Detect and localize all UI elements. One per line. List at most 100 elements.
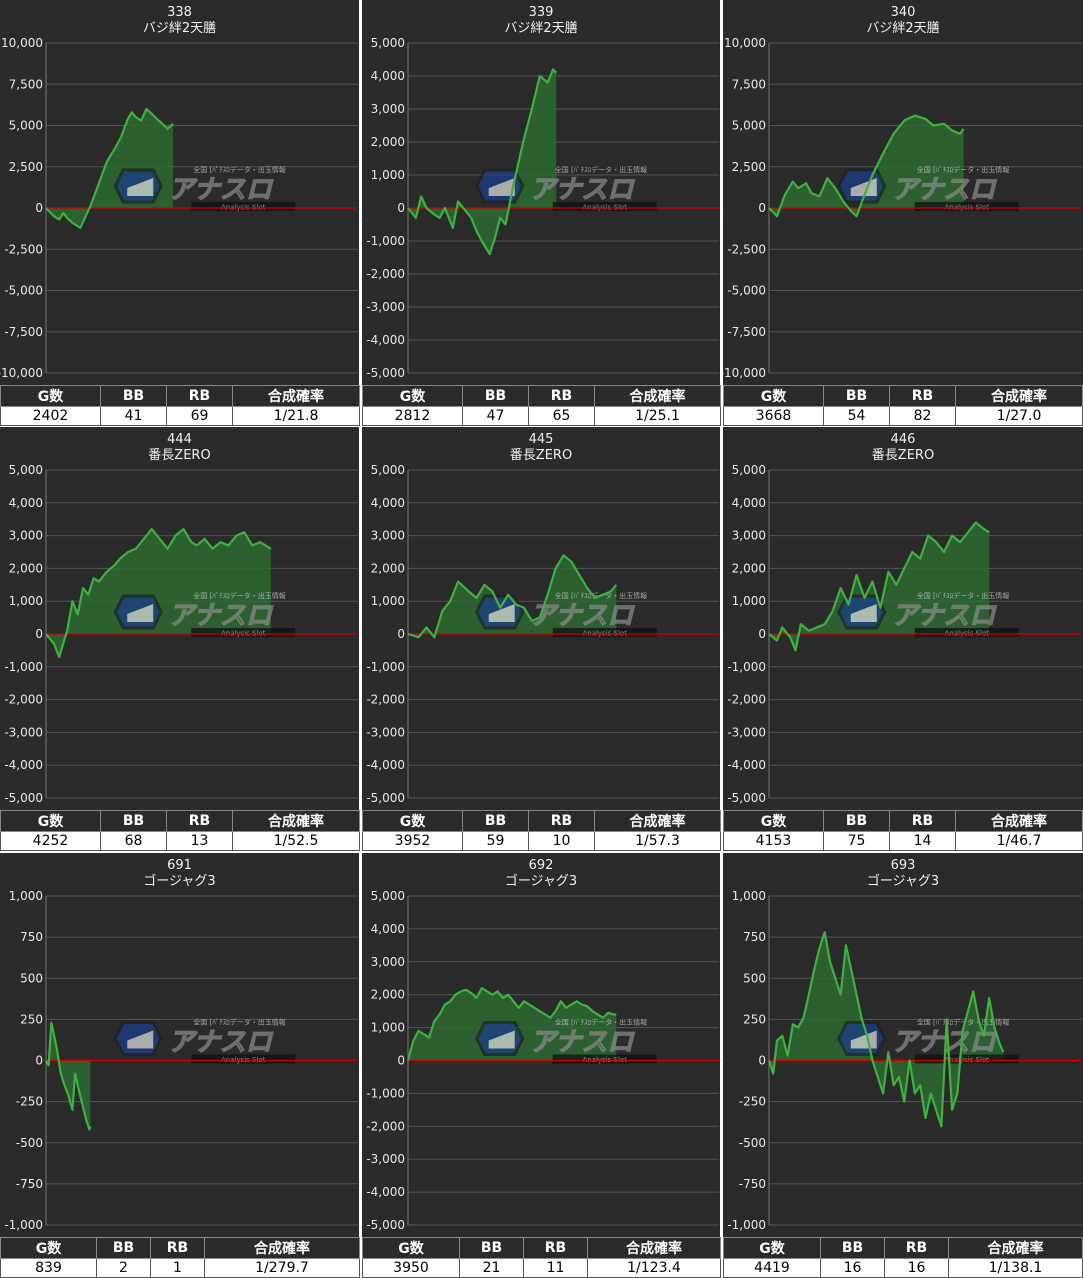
y-tick-label: -5,000 <box>727 284 766 298</box>
stats-value-row: 4153 75 14 1/46.7 <box>723 831 1083 851</box>
rb-header: RB <box>523 1237 588 1259</box>
rb-value: 69 <box>166 406 233 426</box>
watermark-small-text: 全国 [ﾊﾟﾁｽﾛデータ・出玉情報 <box>193 591 285 600</box>
stats-value-row: 4252 68 13 1/52.5 <box>0 831 360 851</box>
logo-mark <box>127 1030 154 1049</box>
line-chart: 5,000 4,000 3,000 2,000 1,000 0 -1,000 -2,000 -3… <box>727 463 1082 805</box>
chart-panel-338: 338 バジ絆2天膳 10,000 7,500 5,000 2,500 0 -2,500 -… <box>0 0 359 385</box>
area-fill <box>769 115 964 217</box>
machine-title: ゴージャグ3 <box>504 874 578 889</box>
rate-value: 1/123.4 <box>587 1258 721 1278</box>
rate-header: 合成確率 <box>204 1237 360 1259</box>
machine-title: 番長ZERO <box>148 448 211 463</box>
y-tick-label: 750 <box>20 930 43 944</box>
machine-number: 339 <box>528 5 554 20</box>
y-tick-label: 1,000 <box>9 889 43 903</box>
y-tick-label: 250 <box>743 1012 766 1026</box>
rb-header: RB <box>166 385 233 407</box>
y-tick-label: 2,000 <box>371 135 405 149</box>
machine-number: 445 <box>528 432 554 447</box>
machine-number: 446 <box>890 432 916 447</box>
chart-panel-693: 693 ゴージャグ3 1,000 750 500 250 0 -250 -500 -750 -1… <box>723 853 1083 1237</box>
y-tick-label: -750 <box>16 1177 43 1191</box>
y-tick-label: -7,500 <box>727 325 766 339</box>
watermark-bar <box>191 202 296 211</box>
stats-table-340: G数 BB RB 合成確率 3668 54 82 1/27.0 <box>723 385 1083 426</box>
y-tick-label: 3,000 <box>371 955 405 969</box>
watermark-small-text: 全国 [ﾊﾟﾁｽﾛデータ・出玉情報 <box>193 1018 285 1027</box>
watermark-bar <box>552 1054 657 1064</box>
y-tick-label: 5,000 <box>9 119 43 133</box>
y-tick-label: 0 <box>758 627 766 641</box>
y-tick-label: 3,000 <box>371 102 405 116</box>
bb-header: BB <box>462 385 529 407</box>
watermark-logo-text: アナスロ <box>892 175 997 205</box>
stats-header-row: G数 BB RB 合成確率 <box>723 1237 1083 1259</box>
watermark-small-text: 全国 [ﾊﾟﾁｽﾛデータ・出玉情報 <box>917 1018 1009 1027</box>
area-fill <box>46 529 271 657</box>
y-tick-label: -5,000 <box>366 791 405 805</box>
y-tick-label: 4,000 <box>732 496 766 510</box>
y-tick-label: 1,000 <box>371 1021 405 1035</box>
rb-value: 14 <box>889 831 956 851</box>
y-tick-label: -2,000 <box>727 693 766 707</box>
machine-number: 691 <box>167 858 192 873</box>
stats-value-row: 839 2 1 1/279.7 <box>0 1258 360 1278</box>
y-tick-label: 2,500 <box>9 160 43 174</box>
rb-value: 82 <box>889 406 956 426</box>
logo-mark <box>488 178 515 196</box>
y-tick-label: -2,000 <box>366 693 405 707</box>
chart-panel-339: 339 バジ絆2天膳 5,000 4,000 3,000 2,000 1,000 0 -1,… <box>362 0 720 385</box>
y-tick-label: 4,000 <box>371 69 405 83</box>
series-line <box>407 554 618 639</box>
y-tick-label: 5,000 <box>732 463 766 477</box>
stats-value-row: 3952 59 10 1/57.3 <box>362 831 721 851</box>
games-value: 3952 <box>362 831 463 851</box>
y-tick-label: 10,000 <box>724 36 766 50</box>
y-tick-label: -2,000 <box>4 693 43 707</box>
bb-header: BB <box>459 1237 524 1259</box>
rate-header: 合成確率 <box>594 810 721 832</box>
games-value: 3950 <box>362 1258 460 1278</box>
line-chart: 10,000 7,500 5,000 2,500 0 -2,500 -5,000 -7,500… <box>0 36 358 380</box>
watermark-bar <box>914 628 1019 637</box>
watermark-small-text: 全国 [ﾊﾟﾁｽﾛデータ・出玉情報 <box>555 165 647 174</box>
line-chart: 5,000 4,000 3,000 2,000 1,000 0 -1,000 -2,000 -3… <box>366 463 719 805</box>
y-tick-label: -3,000 <box>4 725 43 739</box>
stats-table-693: G数 BB RB 合成確率 4419 16 16 1/138.1 <box>723 1237 1083 1278</box>
y-tick-label: 1,000 <box>9 594 43 608</box>
machine-number: 338 <box>167 5 192 20</box>
y-tick-label: 4,000 <box>371 922 405 936</box>
rb-value: 11 <box>523 1258 588 1278</box>
y-tick-label: -250 <box>16 1095 43 1109</box>
y-tick-label: 4,000 <box>9 496 43 510</box>
rate-value: 1/52.5 <box>232 831 360 851</box>
stats-value-row: 2402 41 69 1/21.8 <box>0 406 360 426</box>
line-chart: 5,000 4,000 3,000 2,000 1,000 0 -1,000 -2,000 -3… <box>4 463 358 805</box>
chart-panel-446: 446 番長ZERO 5,000 4,000 3,000 2,000 1,000 0 -1,… <box>723 427 1083 810</box>
line-chart: 5,000 4,000 3,000 2,000 1,000 0 -1,000 -2,000 -3… <box>366 889 719 1232</box>
line-chart: 1,000 750 500 250 0 -250 -500 -750 -1,000 全国 [ﾊﾟﾁ… <box>727 889 1082 1232</box>
y-tick-label: -2,500 <box>4 242 43 256</box>
y-tick-label: 2,000 <box>732 561 766 575</box>
y-tick-label: 0 <box>35 627 43 641</box>
games-header: G数 <box>362 385 463 407</box>
rb-value: 16 <box>884 1258 949 1278</box>
y-tick-label: 0 <box>758 1054 766 1068</box>
stats-table-338: G数 BB RB 合成確率 2402 41 69 1/21.8 <box>0 385 360 426</box>
rb-header: RB <box>528 810 595 832</box>
y-tick-label: 250 <box>20 1012 43 1026</box>
watermark-logo-text: アナスロ <box>168 601 273 631</box>
y-tick-label: 1,000 <box>732 594 766 608</box>
y-tick-label: -1,000 <box>366 1086 405 1100</box>
y-tick-label: -1,000 <box>4 1218 43 1232</box>
rb-header: RB <box>528 385 595 407</box>
watermark-logo-text: アナスロ <box>530 175 635 205</box>
logo-mark <box>850 604 877 622</box>
line-chart: 1,000 750 500 250 0 -250 -500 -750 -1,000 全国 [ﾊﾟﾁ… <box>4 889 358 1232</box>
y-tick-label: -2,000 <box>366 267 405 281</box>
bb-value: 59 <box>462 831 529 851</box>
games-value: 2402 <box>0 406 101 426</box>
